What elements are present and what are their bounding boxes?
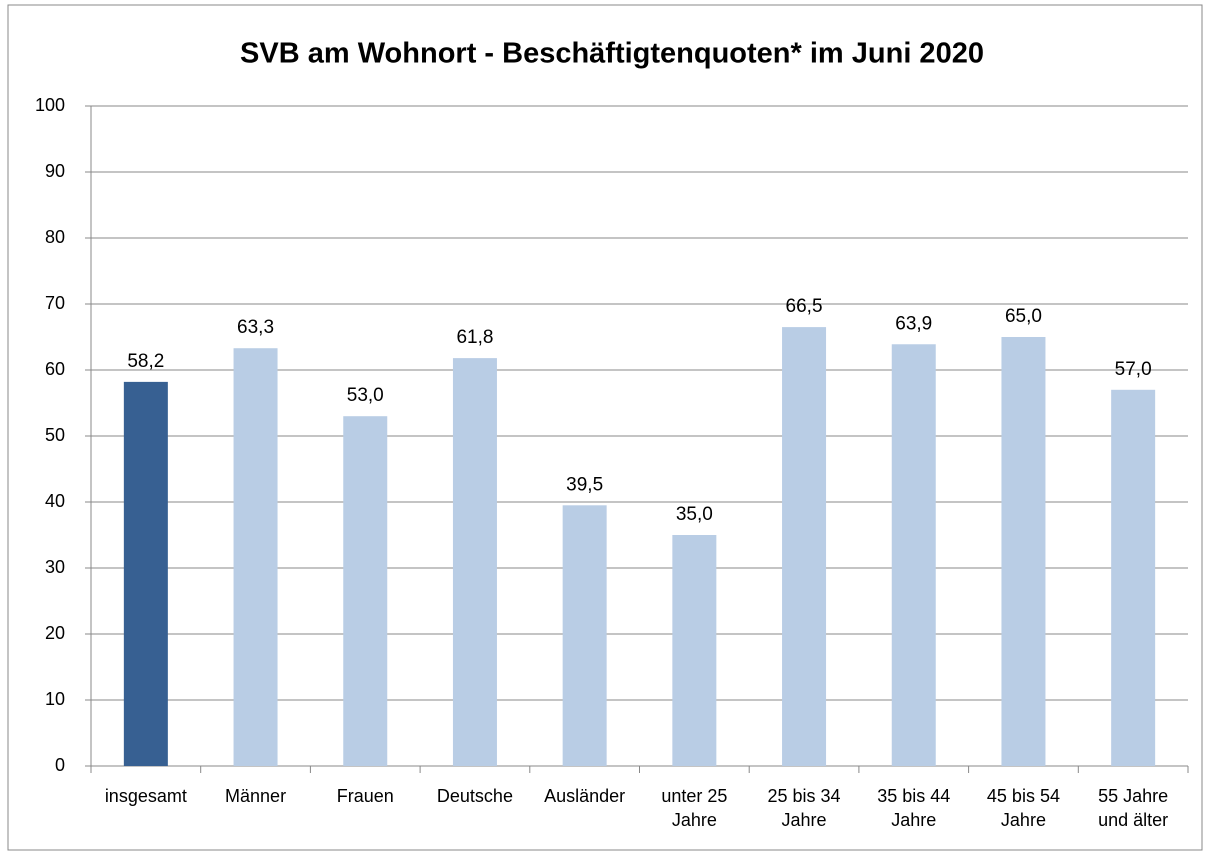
y-tick-label: 100 [35, 95, 65, 115]
x-tick-label: 25 bis 34 Jahre [767, 786, 841, 830]
y-tick-label: 40 [45, 491, 65, 511]
value-label: 63,9 [895, 313, 932, 334]
value-label: 57,0 [1115, 359, 1152, 380]
bar [123, 381, 168, 766]
x-tick-label: Ausländer [544, 786, 626, 806]
value-label: 65,0 [1005, 306, 1042, 327]
bar [233, 348, 278, 766]
y-tick-label: 90 [45, 161, 65, 181]
bar [672, 535, 717, 766]
bar [782, 327, 827, 766]
value-label: 61,8 [456, 327, 493, 348]
y-tick-label: 10 [45, 689, 65, 709]
value-label: 39,5 [566, 474, 603, 495]
x-tick-label: 45 bis 54 Jahre [986, 786, 1060, 830]
x-tick-label: Frauen [336, 786, 394, 806]
bar [891, 344, 936, 766]
value-label: 66,5 [786, 296, 823, 317]
x-tick-label: 55 Jahre und älter [1098, 786, 1169, 830]
x-tick-label: Deutsche [436, 786, 513, 806]
value-label: 35,0 [676, 504, 713, 525]
x-tick-label: unter 25 Jahre [661, 786, 728, 830]
bar [562, 505, 607, 766]
y-tick-label: 20 [45, 623, 65, 643]
x-tick-label: insgesamt [104, 786, 187, 806]
bar [452, 358, 497, 766]
value-label: 63,3 [237, 317, 274, 338]
chart-title: SVB am Wohnort - Beschäftigtenquoten* im… [240, 38, 984, 70]
y-tick-label: 0 [55, 755, 65, 775]
bar [1001, 337, 1046, 766]
y-tick-label: 70 [45, 293, 65, 313]
value-label: 53,0 [347, 385, 384, 406]
y-tick-label: 50 [45, 425, 65, 445]
y-tick-label: 60 [45, 359, 65, 379]
x-tick-label: 35 bis 44 Jahre [877, 786, 951, 830]
bar [343, 416, 388, 766]
y-tick-label: 80 [45, 227, 65, 247]
bar [1111, 389, 1156, 766]
value-label: 58,2 [127, 351, 164, 372]
x-tick-label: Männer [225, 786, 287, 806]
y-tick-label: 30 [45, 557, 65, 577]
